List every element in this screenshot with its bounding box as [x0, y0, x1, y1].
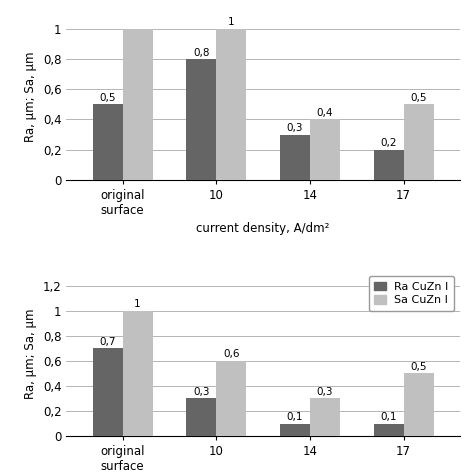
- Bar: [310, 119, 340, 180]
- Text: 1: 1: [134, 299, 141, 309]
- Bar: [403, 374, 434, 436]
- Text: 0,7: 0,7: [100, 337, 116, 347]
- Text: 0,3: 0,3: [193, 387, 210, 397]
- Bar: [216, 361, 246, 436]
- Bar: [123, 29, 153, 180]
- Bar: [374, 424, 403, 436]
- Bar: [280, 135, 310, 180]
- Bar: [403, 104, 434, 180]
- Text: 0,5: 0,5: [410, 362, 427, 372]
- Text: 0,1: 0,1: [287, 412, 303, 422]
- Y-axis label: Ra, μm; Sa, μm: Ra, μm; Sa, μm: [24, 308, 37, 399]
- X-axis label: current density, A/dm²: current density, A/dm²: [196, 222, 330, 235]
- Text: 0,3: 0,3: [287, 123, 303, 133]
- Text: 0,8: 0,8: [193, 47, 210, 57]
- Bar: [280, 424, 310, 436]
- Text: 0,1: 0,1: [380, 412, 397, 422]
- Text: 0,6: 0,6: [223, 349, 239, 359]
- Bar: [92, 104, 123, 180]
- Legend: Ra CuZn I, Sa CuZn I: Ra CuZn I, Sa CuZn I: [369, 276, 454, 311]
- Bar: [92, 348, 123, 436]
- Bar: [123, 311, 153, 436]
- Bar: [374, 150, 403, 180]
- Text: 0,3: 0,3: [317, 387, 333, 397]
- Y-axis label: Ra, μm; Sa, μm: Ra, μm; Sa, μm: [24, 52, 37, 142]
- Text: 0,2: 0,2: [380, 138, 397, 148]
- Text: 1: 1: [228, 18, 235, 27]
- Bar: [186, 59, 216, 180]
- Bar: [186, 399, 216, 436]
- Text: 0,5: 0,5: [410, 92, 427, 103]
- Text: 0,4: 0,4: [317, 108, 333, 118]
- Text: 0,5: 0,5: [100, 92, 116, 103]
- Bar: [310, 399, 340, 436]
- Bar: [216, 29, 246, 180]
